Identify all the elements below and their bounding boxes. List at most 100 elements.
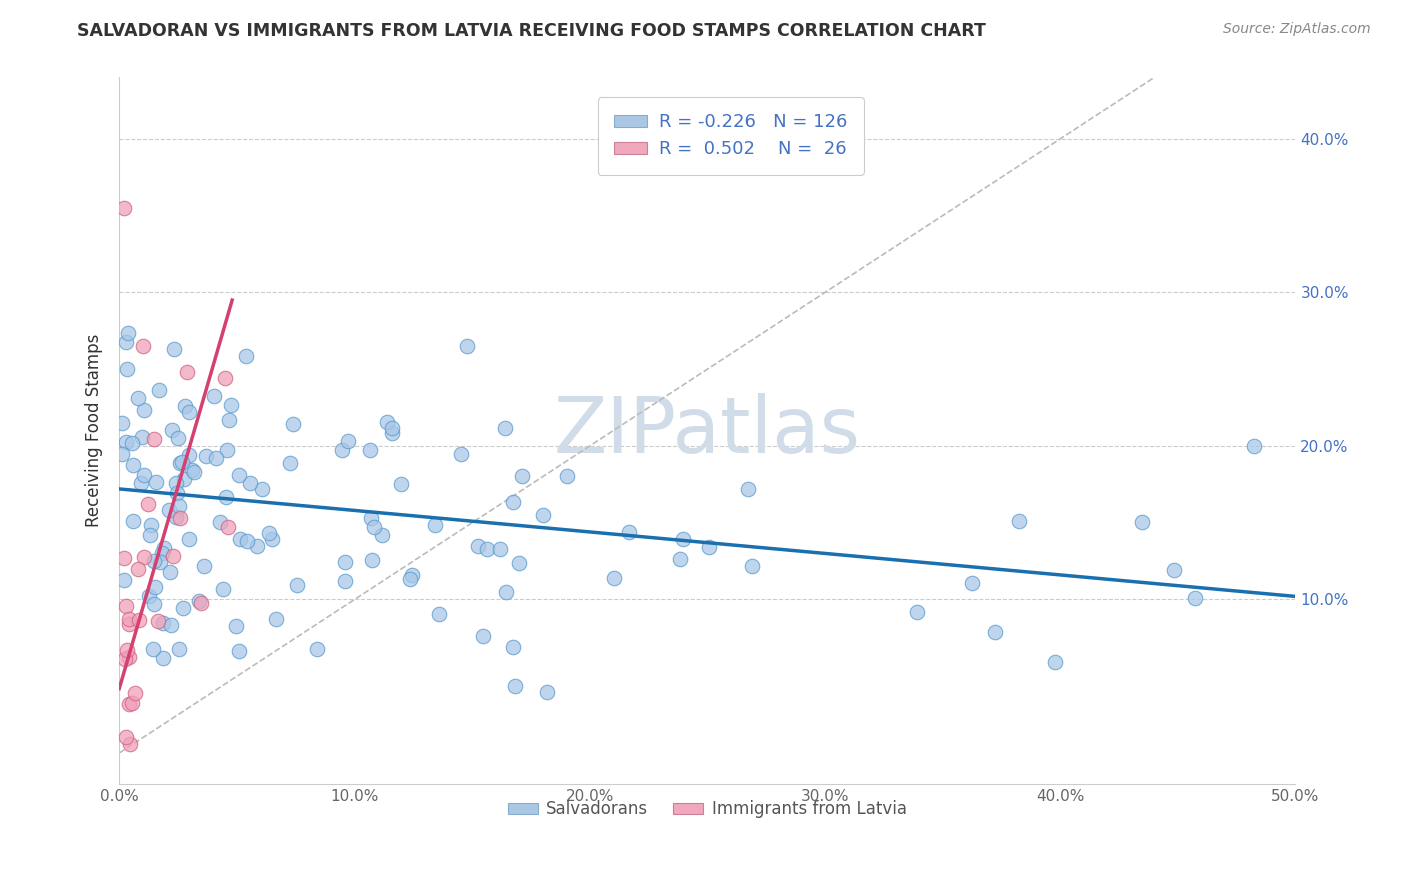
Point bbox=[115, 434, 138, 449]
Text: Source: ZipAtlas.com: Source: ZipAtlas.com bbox=[1223, 22, 1371, 37]
Point bbox=[115, 599, 138, 613]
Point bbox=[115, 362, 138, 376]
Point bbox=[1130, 515, 1153, 529]
Point bbox=[427, 607, 450, 622]
Point bbox=[143, 597, 166, 611]
Point bbox=[1043, 655, 1066, 669]
Point bbox=[169, 456, 191, 470]
Point bbox=[205, 450, 228, 465]
Point bbox=[121, 514, 143, 528]
Point bbox=[262, 532, 284, 546]
Point bbox=[177, 405, 200, 419]
Point bbox=[467, 539, 489, 553]
Point bbox=[905, 605, 928, 619]
Point bbox=[173, 399, 195, 413]
Point bbox=[250, 482, 273, 496]
Point bbox=[132, 402, 155, 417]
Point bbox=[235, 533, 257, 548]
Text: ZIPatlas: ZIPatlas bbox=[554, 392, 860, 468]
Point bbox=[143, 580, 166, 594]
Point bbox=[264, 612, 287, 626]
Point bbox=[531, 508, 554, 523]
Point bbox=[128, 614, 150, 628]
Point bbox=[166, 431, 188, 445]
Point bbox=[555, 469, 578, 483]
Point bbox=[239, 476, 262, 491]
Point bbox=[122, 458, 145, 472]
Point bbox=[145, 475, 167, 490]
Point bbox=[118, 616, 141, 631]
Point bbox=[281, 417, 304, 431]
Point bbox=[502, 640, 524, 654]
Point bbox=[235, 349, 257, 363]
Point bbox=[488, 541, 510, 556]
Point bbox=[127, 561, 149, 575]
Point bbox=[183, 465, 205, 479]
Point bbox=[129, 476, 152, 491]
Point bbox=[170, 455, 193, 469]
Point bbox=[984, 624, 1007, 639]
Point bbox=[503, 680, 526, 694]
Point bbox=[188, 594, 211, 608]
Point bbox=[450, 447, 472, 461]
Point bbox=[741, 559, 763, 574]
Point bbox=[169, 511, 191, 525]
Point bbox=[228, 467, 250, 482]
Point bbox=[502, 495, 524, 509]
Point bbox=[1184, 591, 1206, 605]
Point bbox=[472, 629, 495, 643]
Point bbox=[127, 392, 149, 406]
Point bbox=[512, 468, 534, 483]
Point bbox=[456, 339, 478, 353]
Point bbox=[176, 365, 198, 379]
Point bbox=[371, 528, 394, 542]
Point bbox=[167, 642, 190, 657]
Point bbox=[165, 510, 187, 524]
Point bbox=[118, 611, 141, 625]
Point bbox=[190, 596, 212, 610]
Point bbox=[1008, 514, 1031, 528]
Point bbox=[960, 576, 983, 591]
Point bbox=[150, 546, 173, 560]
Point bbox=[177, 533, 200, 547]
Point bbox=[121, 696, 143, 710]
Point bbox=[217, 520, 239, 534]
Point bbox=[118, 737, 141, 751]
Point bbox=[152, 615, 174, 630]
Point bbox=[115, 730, 138, 744]
Point bbox=[173, 472, 195, 486]
Point bbox=[672, 532, 695, 546]
Point bbox=[160, 423, 183, 437]
Point bbox=[218, 412, 240, 426]
Point bbox=[225, 619, 247, 633]
Point bbox=[699, 540, 721, 554]
Point bbox=[112, 201, 135, 215]
Point bbox=[162, 342, 184, 356]
Point bbox=[165, 476, 187, 491]
Point bbox=[112, 550, 135, 565]
Y-axis label: Receiving Food Stamps: Receiving Food Stamps bbox=[86, 334, 103, 527]
Point bbox=[117, 643, 139, 657]
Point bbox=[166, 486, 188, 500]
Point bbox=[111, 416, 134, 430]
Point bbox=[215, 490, 238, 504]
Point bbox=[181, 463, 204, 477]
Point bbox=[381, 426, 404, 441]
Point bbox=[172, 600, 194, 615]
Point bbox=[169, 499, 191, 513]
Point bbox=[143, 554, 166, 568]
Point bbox=[495, 585, 517, 599]
Point bbox=[508, 556, 530, 570]
Point bbox=[148, 383, 170, 397]
Point bbox=[212, 582, 235, 597]
Point bbox=[285, 577, 308, 591]
Point bbox=[229, 532, 252, 546]
Point bbox=[152, 650, 174, 665]
Point bbox=[194, 449, 217, 463]
Point bbox=[280, 456, 302, 470]
Point bbox=[399, 572, 422, 586]
Point bbox=[114, 652, 136, 666]
Point bbox=[1163, 563, 1185, 577]
Point bbox=[160, 618, 183, 632]
Point bbox=[149, 555, 172, 569]
